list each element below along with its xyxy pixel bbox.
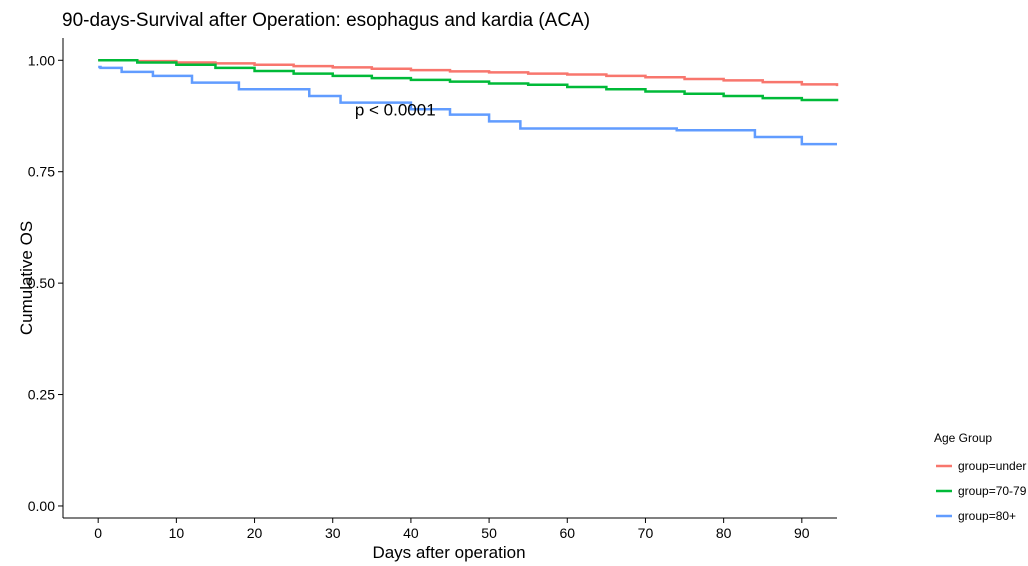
plot-area: 0.00 0.25 0.50 0.75 1.00 0 10 20 30 40 50 60 70 80 90… [28,38,839,541]
series-line-1 [98,59,839,102]
p-value-annotation: p < 0.0001 [355,100,436,119]
x-tick-label: 60 [559,525,575,541]
x-tick-label: 90 [794,525,810,541]
y-tick-label: 0.25 [28,387,55,403]
x-tick-label: 20 [247,525,263,541]
legend-label: group=under 70 [958,459,1028,473]
y-tick-label: 0.00 [28,498,55,514]
y-tick-label: 0.50 [28,275,55,291]
series-line-2 [98,65,837,146]
legend-label: group=70-79 [958,484,1027,498]
series-line-0 [98,59,839,87]
x-tick-label: 80 [716,525,732,541]
x-tick-label: 50 [481,525,497,541]
x-axis-ticks: 0 10 20 30 40 50 60 70 80 90 [94,518,810,541]
y-axis-label: Cumulative OS [17,221,36,335]
x-tick-label: 70 [638,525,654,541]
legend-title: Age Group [934,431,992,445]
legend-items: group=under 70 group=70-79 group=80+ [936,459,1028,523]
x-tick-label: 0 [94,525,102,541]
series-lines [98,59,839,146]
legend: Age Group group=under 70group=70-79group… [934,431,1028,523]
legend-label: group=80+ [958,509,1016,523]
x-tick-label: 30 [325,525,341,541]
x-tick-label: 10 [169,525,185,541]
chart-title: 90-days-Survival after Operation: esopha… [62,10,590,31]
y-tick-label: 1.00 [28,52,55,68]
y-tick-label: 0.75 [28,164,55,180]
x-tick-label: 40 [403,525,419,541]
x-axis-label: Days after operation [372,543,525,562]
y-axis-ticks: 0.00 0.25 0.50 0.75 1.00 [28,52,63,514]
